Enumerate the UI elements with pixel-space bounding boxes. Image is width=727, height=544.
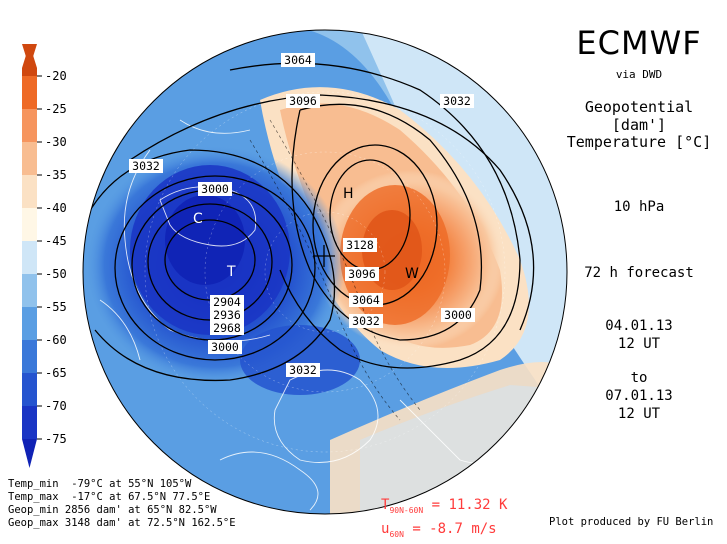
svg-text:3000: 3000 <box>201 182 229 196</box>
colorbar-label: -25 <box>45 102 67 116</box>
contour-label: 2936 <box>210 308 244 322</box>
stats-geop-min: Geop_min 2856 dam' at 65°N 82.5°W <box>8 504 217 516</box>
valid-date: 07.01.13 <box>605 388 673 404</box>
wind-index: u60N = -8.7 m/s <box>381 520 497 539</box>
temperature-index: T90N-60N = 11.32 K <box>381 497 508 515</box>
colorbar-label: -30 <box>45 135 67 149</box>
credit-label: Plot produced by FU Berlin <box>549 516 714 528</box>
colorbar-label: -75 <box>45 432 67 446</box>
colorbar-label: -60 <box>45 333 67 347</box>
stats-geop-max: Geop_max 3148 dam' at 72.5°N 162.5°E <box>8 517 236 529</box>
contour-label: 3096 <box>286 94 320 108</box>
contour-label: 3032 <box>349 314 383 328</box>
contour-label: 3096 <box>345 267 379 281</box>
brand-title: ECMWF <box>576 24 702 62</box>
stats-temp-min: Temp_min -79°C at 55°N 105°W <box>8 478 192 490</box>
north-pole-marker <box>313 245 335 267</box>
cold-marker: C <box>193 211 203 227</box>
svg-text:3096: 3096 <box>348 267 376 281</box>
svg-text:2904: 2904 <box>213 295 241 309</box>
stats-block: Temp_min -79°C at 55°N 105°W Temp_max -17… <box>8 478 236 530</box>
svg-text:2968: 2968 <box>213 321 241 335</box>
field2-label: Temperature [°C] <box>559 133 719 151</box>
contour-label: 2904 <box>210 295 244 309</box>
contour-label: 3032 <box>286 363 320 377</box>
contour-label: 3032 <box>129 159 163 173</box>
colorbar-label: -40 <box>45 201 67 215</box>
svg-text:3000: 3000 <box>444 308 472 322</box>
high-marker: H <box>343 186 354 202</box>
colorbar-label: -65 <box>45 366 67 380</box>
map-border <box>82 29 568 515</box>
contour-label: 3000 <box>208 340 242 354</box>
colorbar-bottom-triangle <box>22 439 37 468</box>
field2-name: Temperature <box>566 133 667 151</box>
colorbar-label: -55 <box>45 300 67 314</box>
colorbar-label: -20 <box>45 69 67 83</box>
brand-block: ECMWF <box>559 24 719 62</box>
svg-text:3032: 3032 <box>132 159 160 173</box>
contour-label: 3064 <box>349 293 383 307</box>
contour-label: 3000 <box>441 308 475 322</box>
svg-text:3000: 3000 <box>211 340 239 354</box>
field2-unit: [°C] <box>675 133 712 151</box>
indices-block: T90N-60N = 11.32 K u60N = -8.7 m/s <box>381 496 507 544</box>
level-label: 10 hPa <box>613 199 665 215</box>
svg-text:3064: 3064 <box>352 293 380 307</box>
polar-map: 3064 3096 3032 3032 3000 3128 <box>83 30 567 514</box>
colorbar-label: -50 <box>45 267 67 281</box>
svg-text:3032: 3032 <box>289 363 317 377</box>
svg-text:2936: 2936 <box>213 308 241 322</box>
init-time: 12 UT <box>617 336 661 352</box>
warm-marker: W <box>405 266 419 282</box>
colorbar-label: -70 <box>45 399 67 413</box>
svg-text:3096: 3096 <box>289 94 317 108</box>
svg-text:3128: 3128 <box>346 238 374 252</box>
colorbar-label: -35 <box>45 168 67 182</box>
stats-temp-max: Temp_max -17°C at 67.5°N 77.5°E <box>8 491 211 503</box>
field1-unit: [dam'] <box>611 116 667 134</box>
contour-label: 3064 <box>281 53 315 67</box>
source-label: via DWD <box>615 68 663 81</box>
contour-label: 3032 <box>440 94 474 108</box>
contour-label: 3128 <box>343 238 377 252</box>
field1-name: Geopotential <box>584 98 694 116</box>
colorbar: -20 -25 -30 -35 -40 -45 -50 -55 -60 -65 … <box>22 44 67 468</box>
svg-text:3032: 3032 <box>352 314 380 328</box>
field1-label: Geopotential [dam'] <box>559 98 719 134</box>
svg-text:3064: 3064 <box>284 53 312 67</box>
valid-time: 12 UT <box>617 406 661 422</box>
init-date: 04.01.13 <box>605 318 673 334</box>
contour-label: 3000 <box>198 182 232 196</box>
forecast-label: 72 h forecast <box>584 265 694 281</box>
contour-label: 2968 <box>210 321 244 335</box>
to-label: to <box>630 370 648 386</box>
low-marker: T <box>226 264 236 280</box>
svg-text:3032: 3032 <box>443 94 471 108</box>
colorbar-label: -45 <box>45 234 67 248</box>
